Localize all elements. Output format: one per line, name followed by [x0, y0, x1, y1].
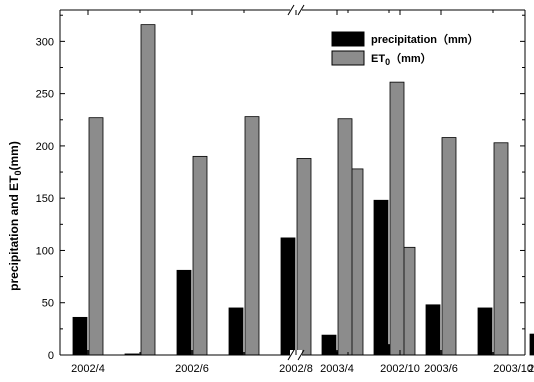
axis-break-mark: [287, 4, 295, 16]
labels-layer: 0 50 100 150 200 250 300 2002/4 2002/6 2002/8 2002…: [36, 36, 534, 375]
bar-precipitation: [72, 316, 88, 356]
bar-precipitation: [373, 199, 389, 356]
bar-et0: [441, 137, 457, 356]
bar-et0: [389, 81, 405, 356]
axis-break-mark: [287, 349, 295, 361]
bar-et0: [88, 117, 104, 356]
legend-swatch-et0: [331, 50, 365, 66]
y-axis-title: precipitation and ET0(mm): [7, 141, 23, 291]
bar-precipitation: [477, 307, 493, 356]
bar-et0: [140, 24, 156, 356]
x-tick-label: 2003/8: [528, 363, 534, 375]
legend: precipitation（mm） ET0（mm）: [331, 31, 479, 67]
x-tick-label: 2003/6: [424, 363, 458, 375]
y-tick-label: 150: [36, 193, 54, 205]
x-tick-label: 2002/8: [279, 363, 313, 375]
y-tick-label: 200: [36, 141, 54, 153]
axis-break-mark: [297, 4, 305, 16]
bar-precipitation: [321, 334, 337, 356]
bar-et0: [337, 118, 353, 356]
legend-label-et0: ET0（mm）: [371, 52, 432, 67]
bar-precipitation: [425, 304, 441, 356]
bars-layer: [72, 24, 534, 356]
legend-swatch-precipitation: [331, 31, 365, 47]
y-tick-label: 50: [42, 298, 54, 310]
y-tick-label: 100: [36, 245, 54, 257]
legend-label-precipitation: precipitation（mm）: [371, 33, 479, 46]
bar-precipitation: [228, 307, 244, 356]
bar-et0: [244, 116, 260, 356]
y-tick-label: 300: [36, 36, 54, 48]
x-tick-label: 2003/4: [320, 363, 354, 375]
x-tick-label: 2003/10: [493, 363, 533, 375]
bar-et0: [493, 142, 509, 356]
x-tick-label: 2002/6: [175, 363, 209, 375]
x-tick-label: 2002/4: [71, 363, 105, 375]
axes-layer: [59, 4, 526, 361]
bar-precipitation: [529, 333, 534, 356]
y-tick-label: 0: [48, 350, 54, 362]
bar-et0: [296, 158, 312, 356]
bar-et0: [192, 155, 208, 356]
y-tick-label: 250: [36, 89, 54, 101]
axis-break-mark: [297, 349, 305, 361]
bar-precipitation: [176, 269, 192, 356]
bar-precipitation: [280, 237, 296, 356]
x-tick-label: 2002/10: [380, 363, 420, 375]
